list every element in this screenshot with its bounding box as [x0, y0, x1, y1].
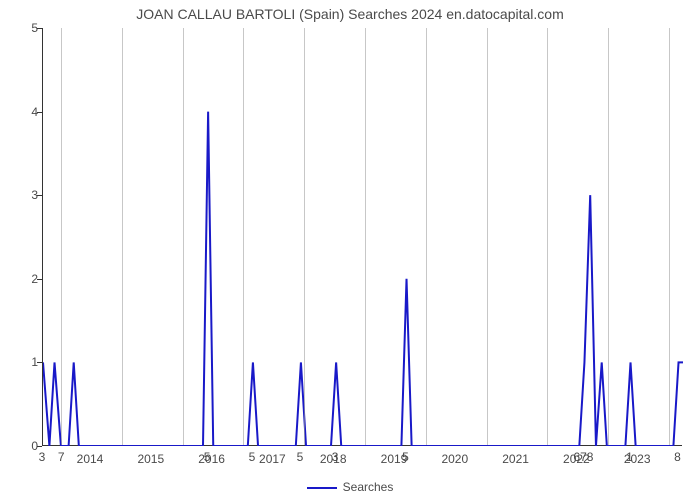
- data-point-label: 678: [573, 450, 593, 464]
- x-gridline: [669, 28, 670, 445]
- x-gridline: [608, 28, 609, 445]
- x-gridline: [365, 28, 366, 445]
- legend-label: Searches: [343, 480, 394, 494]
- x-year-label: 2021: [502, 452, 529, 466]
- y-tick: [37, 112, 42, 113]
- x-year-label: 2020: [441, 452, 468, 466]
- legend: Searches: [0, 480, 700, 494]
- x-year-label: 2015: [137, 452, 164, 466]
- data-point-label: 3: [332, 450, 339, 464]
- x-gridline: [426, 28, 427, 445]
- plot-area: [42, 28, 682, 446]
- data-point-label: 7: [58, 450, 65, 464]
- y-tick: [37, 362, 42, 363]
- x-year-label: 2016: [198, 452, 225, 466]
- y-tick: [37, 279, 42, 280]
- legend-swatch: [307, 487, 337, 489]
- data-point-label: 5: [204, 450, 211, 464]
- data-point-label: 5: [297, 450, 304, 464]
- x-gridline: [243, 28, 244, 445]
- data-point-label: 1: [626, 450, 633, 464]
- y-tick: [37, 446, 42, 447]
- searches-line: [43, 112, 683, 446]
- x-gridline: [122, 28, 123, 445]
- chart-title: JOAN CALLAU BARTOLI (Spain) Searches 202…: [0, 6, 700, 22]
- data-point-label: 5: [249, 450, 256, 464]
- x-gridline: [183, 28, 184, 445]
- y-tick: [37, 28, 42, 29]
- x-gridline: [487, 28, 488, 445]
- chart-container: JOAN CALLAU BARTOLI (Spain) Searches 202…: [0, 0, 700, 500]
- x-year-label: 2017: [259, 452, 286, 466]
- x-gridline: [547, 28, 548, 445]
- data-point-label: 3: [39, 450, 46, 464]
- x-gridline: [304, 28, 305, 445]
- y-tick: [37, 195, 42, 196]
- data-point-label: 5: [402, 450, 409, 464]
- line-series-svg: [43, 28, 683, 446]
- data-point-label: 8: [674, 450, 681, 464]
- x-year-label: 2014: [77, 452, 104, 466]
- x-gridline: [61, 28, 62, 445]
